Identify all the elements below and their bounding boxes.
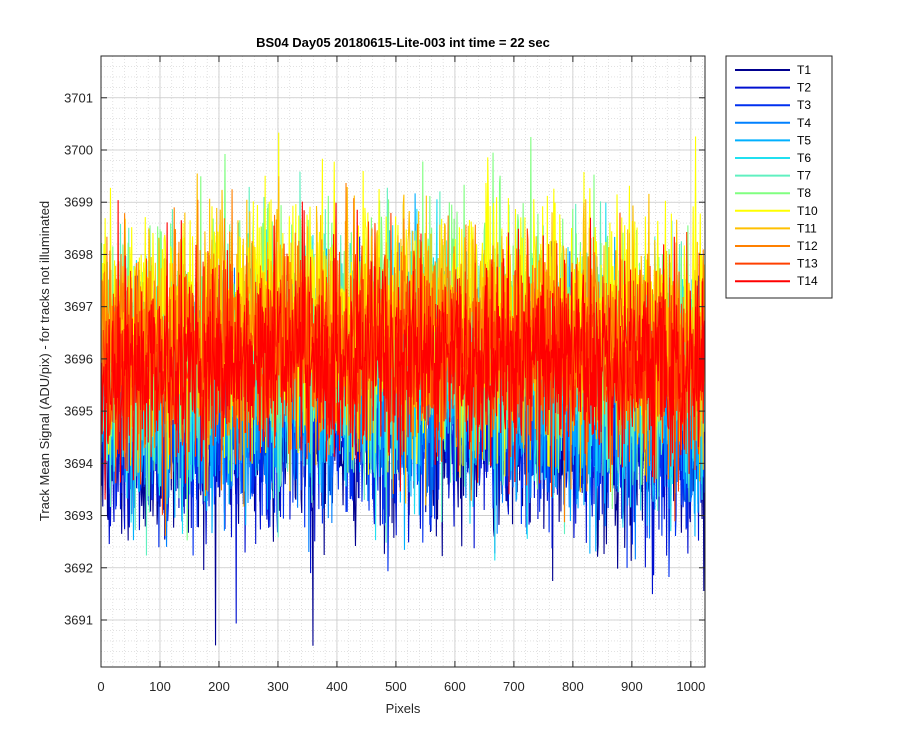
x-tick-label: 100: [149, 679, 171, 694]
x-tick-label: 1000: [676, 679, 705, 694]
legend-label-t4: T4: [797, 116, 811, 130]
y-tick-label: 3700: [64, 143, 93, 158]
y-tick-label: 3696: [64, 351, 93, 366]
y-tick-label: 3698: [64, 247, 93, 262]
y-tick-label: 3701: [64, 90, 93, 105]
series-line-t14: [101, 200, 705, 500]
x-tick-label: 700: [503, 679, 525, 694]
legend-label-t8: T8: [797, 186, 811, 200]
x-tick-label: 800: [562, 679, 584, 694]
legend-label-t14: T14: [797, 274, 818, 288]
y-tick-label: 3697: [64, 299, 93, 314]
plot-frame: [100, 55, 706, 668]
legend-label-t12: T12: [797, 239, 818, 253]
legend-label-t11: T11: [797, 221, 817, 235]
x-tick-label: 900: [621, 679, 643, 694]
y-tick-label: 3691: [64, 613, 93, 628]
series-lines: [101, 132, 705, 646]
y-tick-label: 3695: [64, 404, 93, 419]
chart-title: BS04 Day05 20180615-Lite-003 int time = …: [256, 35, 550, 50]
legend: T1 T2 T3 T4 T5 T6 T7 T8 T10 T11 T12 T13 T14: [725, 55, 833, 299]
x-tick-label: 200: [208, 679, 230, 694]
y-tick-label: 3693: [64, 508, 93, 523]
ticks: 0 100 200 300 400 500 600 700 800 900 1000 3691 3692…: [64, 56, 705, 694]
x-axis-label: Pixels: [386, 701, 421, 716]
x-tick-label: 0: [97, 679, 104, 694]
x-tick-label: 600: [444, 679, 466, 694]
y-tick-label: 3692: [64, 560, 93, 575]
x-tick-label: 400: [326, 679, 348, 694]
legend-label-t2: T2: [797, 81, 811, 95]
legend-label-t5: T5: [797, 133, 811, 147]
x-tick-label: 300: [267, 679, 289, 694]
legend-label-t7: T7: [797, 169, 811, 183]
x-tick-label: 500: [385, 679, 407, 694]
legend-label-t3: T3: [797, 98, 811, 112]
y-tick-label: 3699: [64, 195, 93, 210]
y-tick-label: 3694: [64, 456, 93, 471]
legend-label-t13: T13: [797, 257, 818, 271]
legend-label-t10: T10: [797, 204, 818, 218]
legend-label-t1: T1: [797, 63, 811, 77]
legend-label-t6: T6: [797, 151, 811, 165]
legend-box: [725, 55, 833, 299]
y-axis-label: Track Mean Signal (ADU/pix) - for tracks…: [37, 201, 52, 521]
